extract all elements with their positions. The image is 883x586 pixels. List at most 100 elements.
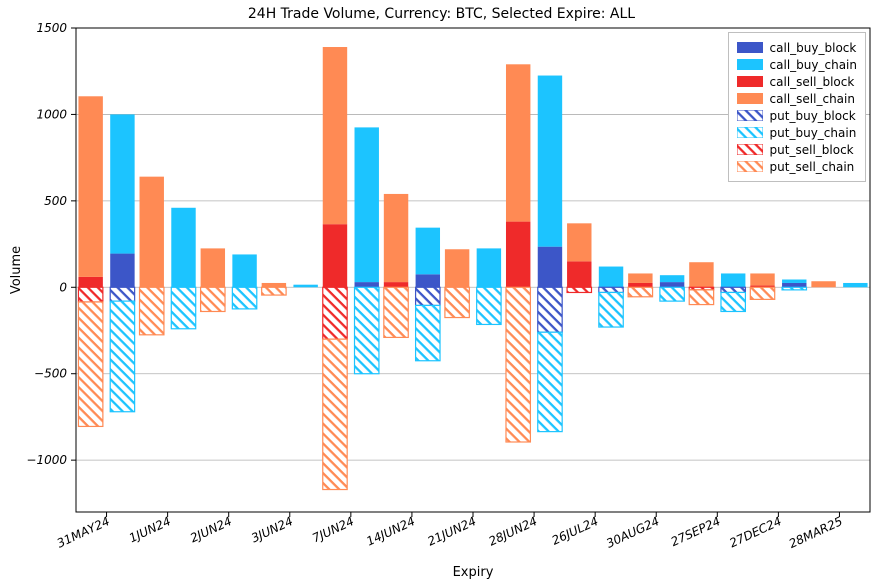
bar-put_buy_block (416, 287, 440, 305)
bar-call_sell_chain (78, 96, 102, 277)
chart-container: 24H Trade Volume, Currency: BTC, Selecte… (0, 0, 883, 586)
x-tick-label: 27SEP24 (669, 514, 723, 549)
x-tick-label: 31MAY24 (55, 514, 112, 551)
bar-put_buy_chain (477, 287, 501, 324)
x-tick-label: 26JUL24 (550, 514, 601, 548)
y-tick-label: 1500 (36, 21, 67, 35)
bar-put_buy_block (721, 287, 745, 292)
legend-swatch-put_sell_block (737, 144, 763, 155)
bar-call_buy_chain (599, 267, 623, 288)
legend-label: put_sell_block (770, 143, 854, 157)
x-tick-label: 3JUN24 (249, 514, 295, 545)
bar-call_sell_chain (628, 273, 652, 283)
bar-call_buy_block (355, 282, 379, 287)
bar-call_sell_chain (384, 194, 408, 282)
bar-put_buy_chain (232, 287, 256, 309)
bar-put_sell_chain (384, 287, 408, 337)
bar-put_sell_block (78, 287, 102, 302)
legend-item-call_buy_chain: call_buy_chain (737, 56, 857, 73)
bar-put_sell_chain (628, 287, 652, 297)
bar-put_buy_chain (721, 292, 745, 311)
y-tick-label: −500 (34, 367, 67, 381)
bar-call_buy_block (110, 254, 134, 288)
legend-swatch-call_buy_chain (737, 59, 763, 70)
bar-put_sell_chain (506, 287, 530, 442)
bar-put_sell_chain (78, 302, 102, 426)
bar-call_buy_block (660, 282, 684, 287)
x-tick-label: 28JUN24 (486, 514, 539, 549)
bar-call_sell_block (323, 224, 347, 287)
legend-item-put_buy_block: put_buy_block (737, 107, 857, 124)
bar-put_sell_chain (140, 287, 164, 335)
bar-call_sell_block (384, 282, 408, 287)
bar-put_sell_block (567, 287, 591, 292)
bar-call_buy_chain (293, 285, 317, 288)
bar-call_buy_chain (355, 127, 379, 282)
bar-call_buy_chain (538, 76, 562, 247)
legend-label: call_sell_chain (770, 92, 855, 106)
legend-item-put_sell_block: put_sell_block (737, 141, 857, 158)
bar-put_sell_chain (750, 287, 774, 299)
legend-label: put_buy_chain (770, 126, 857, 140)
bar-call_buy_block (416, 274, 440, 287)
bar-put_buy_chain (599, 292, 623, 327)
bar-call_sell_block (567, 261, 591, 287)
bar-call_buy_chain (721, 273, 745, 287)
bar-put_sell_block (323, 287, 347, 339)
legend-label: put_sell_chain (770, 160, 855, 174)
legend-label: call_sell_block (770, 75, 855, 89)
bar-call_sell_chain (140, 177, 164, 288)
bar-put_sell_chain (201, 287, 225, 311)
legend-item-put_sell_chain: put_sell_chain (737, 158, 857, 175)
bar-call_sell_chain (506, 64, 530, 221)
bar-call_sell_chain (262, 283, 286, 287)
bar-put_sell_chain (445, 287, 469, 317)
legend-swatch-call_sell_block (737, 76, 763, 87)
bar-call_buy_chain (477, 248, 501, 287)
legend-item-call_sell_block: call_sell_block (737, 73, 857, 90)
bar-call_sell_chain (323, 47, 347, 224)
bar-call_sell_chain (201, 248, 225, 287)
x-tick-label: 30AUG24 (604, 514, 661, 551)
bar-put_buy_chain (782, 287, 806, 290)
bar-call_buy_chain (416, 228, 440, 275)
bar-put_buy_chain (416, 305, 440, 360)
legend-swatch-call_sell_chain (737, 93, 763, 104)
bar-put_buy_chain (355, 287, 379, 373)
bar-call_sell_chain (689, 262, 713, 287)
x-tick-label: 21JUN24 (425, 514, 478, 549)
legend-swatch-put_buy_chain (737, 127, 763, 138)
bar-put_sell_chain (689, 290, 713, 305)
bar-call_sell_block (506, 222, 530, 288)
legend: call_buy_blockcall_buy_chain call_sell_bl… (728, 32, 866, 182)
bar-call_sell_chain (811, 281, 835, 287)
x-axis-label: Expiry (453, 565, 494, 580)
legend-item-call_buy_block: call_buy_block (737, 39, 857, 56)
y-tick-label: 0 (59, 280, 67, 294)
y-axis-label: Volume (9, 246, 24, 294)
legend-swatch-call_buy_block (737, 42, 763, 53)
bar-put_buy_chain (110, 301, 134, 412)
bar-call_sell_block (628, 283, 652, 287)
bar-call_sell_block (78, 277, 102, 287)
y-tick-label: 500 (44, 194, 67, 208)
bar-put_buy_block (538, 287, 562, 332)
legend-item-call_sell_chain: call_sell_chain (737, 90, 857, 107)
legend-label: put_buy_block (770, 109, 856, 123)
x-tick-label: 27DEC24 (727, 514, 783, 550)
x-tick-label: 2JUN24 (188, 514, 234, 545)
bar-call_buy_chain (171, 208, 195, 288)
x-tick-label: 1JUN24 (127, 514, 173, 545)
bar-put_buy_block (110, 287, 134, 301)
bar-put_buy_chain (538, 332, 562, 431)
legend-label: call_buy_block (770, 41, 857, 55)
legend-swatch-put_sell_chain (737, 161, 763, 172)
bar-call_sell_chain (750, 273, 774, 285)
bar-put_buy_chain (171, 287, 195, 328)
bar-call_sell_chain (567, 223, 591, 261)
y-tick-label: −1000 (26, 453, 67, 467)
bar-call_buy_chain (232, 254, 256, 287)
x-tick-label: 14JUN24 (364, 514, 417, 549)
bar-call_sell_chain (445, 249, 469, 287)
x-tick-label: 28MAR25 (787, 514, 845, 551)
